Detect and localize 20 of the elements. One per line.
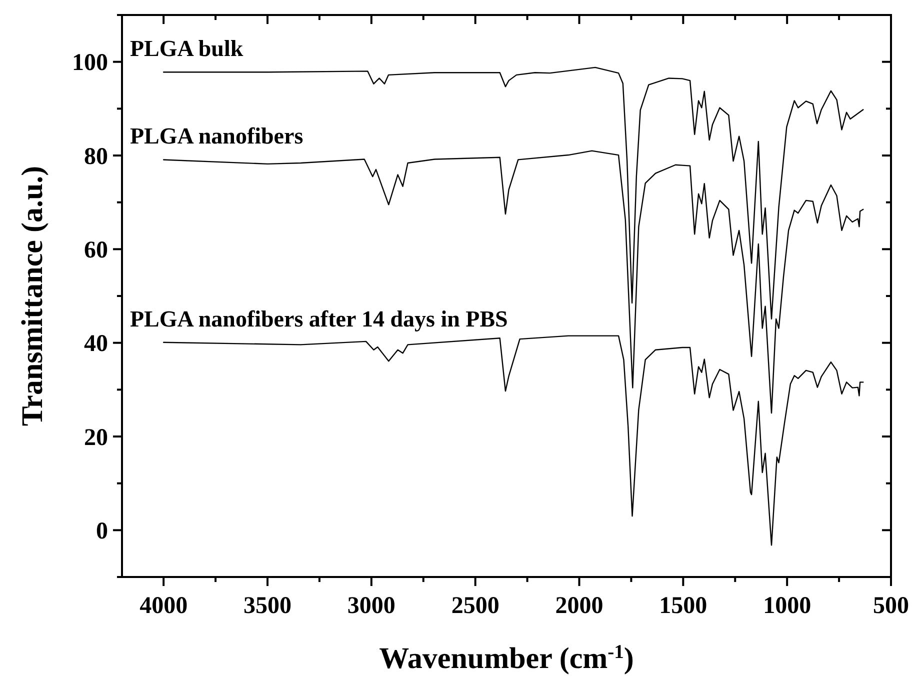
x-tick-label: 3000 [347, 593, 396, 619]
series-label: PLGA nanofibers [130, 124, 304, 149]
y-tick-label: 100 [72, 50, 108, 76]
x-tick-label: 1000 [763, 593, 812, 619]
series-label: PLGA nanofibers after 14 days in PBS [130, 306, 508, 332]
x-tick-label: 2000 [555, 593, 604, 619]
x-tick-label: 1500 [659, 593, 708, 619]
line-series [162, 335, 864, 546]
y-tick-label: 40 [84, 331, 108, 358]
x-axis-title: Wavenumber (cm$^{-1}$) [379, 642, 634, 675]
y-tick-label: 0 [96, 518, 108, 545]
x-tick-label: 2500 [451, 593, 500, 619]
y-tick-label: 20 [84, 424, 108, 451]
x-tick-label: 4000 [140, 593, 188, 619]
x-tick-label: 500 [873, 593, 909, 619]
y-tick-label: 80 [84, 144, 108, 170]
y-tick-label: 60 [84, 238, 108, 264]
legend-label: PLGA bulk [130, 36, 244, 62]
y-axis-title: Transmittance (a.u.) [16, 166, 49, 426]
x-tick-label: 3500 [243, 593, 292, 619]
